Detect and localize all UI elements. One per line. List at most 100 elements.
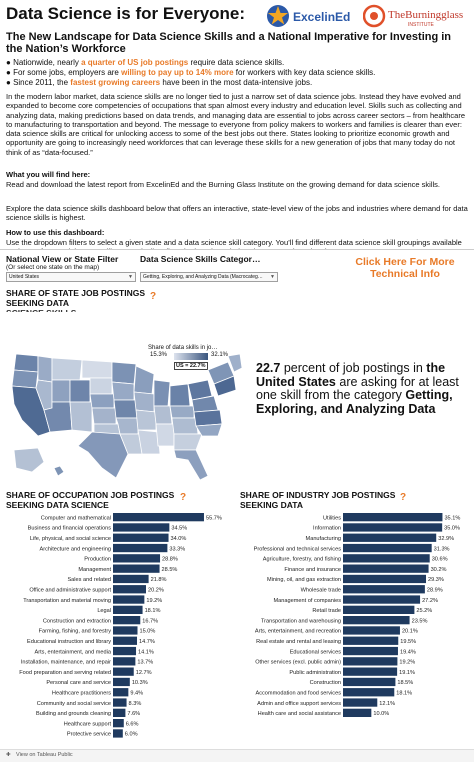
bar[interactable] (343, 698, 378, 707)
bar[interactable] (113, 523, 170, 532)
state-filter-select[interactable]: United States ▼ (6, 272, 136, 282)
map-help-icon[interactable]: ? (150, 291, 157, 302)
page-subtitle: The New Landscape for Data Science Skill… (6, 31, 452, 55)
bar[interactable] (343, 636, 399, 645)
value-label: 19.1% (399, 670, 415, 676)
value-label: 14.7% (139, 639, 155, 645)
explore-text: Explore the data science skills dashboar… (6, 204, 468, 223)
bar[interactable] (343, 646, 398, 656)
bar[interactable] (343, 574, 427, 584)
occupation-help-icon[interactable]: ? (180, 492, 187, 503)
bar[interactable] (113, 729, 123, 738)
map-state (111, 381, 135, 401)
map-state (113, 399, 139, 419)
category-label: Wholesale trade (301, 588, 341, 594)
category-label: Office and administrative support (29, 588, 111, 594)
burning-glass-logo[interactable]: TheBurningglass INSTITUTE (363, 3, 471, 29)
map-state (69, 379, 91, 403)
map-state (11, 369, 39, 389)
excelined-logo[interactable]: ExcelinEd (266, 3, 360, 29)
value-label: 23.5% (412, 618, 428, 624)
bar[interactable] (343, 667, 398, 676)
bar[interactable] (113, 646, 137, 656)
us-choropleth-map[interactable] (8, 350, 246, 485)
category-label: Installation, maintenance, and repair (21, 660, 111, 666)
bar[interactable] (113, 667, 134, 676)
value-label: 28.8% (162, 557, 178, 563)
map-state (169, 405, 195, 419)
value-label: 14.1% (138, 649, 154, 655)
bar[interactable] (113, 636, 138, 645)
map-state (81, 359, 113, 379)
bar[interactable] (343, 626, 400, 635)
bar[interactable] (113, 688, 129, 697)
map-title-cut: SCIENCE SKILLS (6, 308, 76, 312)
filter-subtitle: (Or select one state on the map) (6, 264, 100, 271)
map-state (13, 353, 39, 373)
value-label: 7.6% (127, 711, 140, 717)
bar[interactable] (343, 554, 430, 563)
category-label: Retail trade (312, 608, 341, 614)
bar[interactable] (343, 616, 410, 625)
bar[interactable] (113, 513, 204, 522)
value-label: 27.2% (422, 598, 438, 604)
value-label: 35.0% (444, 526, 460, 532)
bar[interactable] (113, 657, 136, 666)
stat-place: the United States (256, 361, 446, 389)
bar[interactable] (113, 605, 143, 614)
map-state (133, 365, 155, 395)
value-label: 12.7% (136, 670, 152, 676)
bar[interactable] (343, 677, 396, 687)
value-label: 30.2% (431, 567, 447, 573)
bar[interactable] (113, 616, 141, 625)
bar[interactable] (343, 513, 443, 522)
find-text: Read and download the latest report from… (6, 180, 440, 189)
bar[interactable] (113, 533, 169, 542)
bar[interactable] (343, 533, 437, 542)
view-on-tableau-link[interactable]: View on Tableau Public (16, 752, 73, 758)
bar[interactable] (113, 677, 130, 687)
bar[interactable] (113, 626, 138, 635)
bar[interactable] (113, 708, 126, 717)
bar[interactable] (113, 585, 146, 594)
industry-help-icon[interactable]: ? (400, 492, 407, 503)
industry-bar-chart: Utilities 35.1% Information 35.0% Manufactur… (254, 513, 460, 717)
bar[interactable] (113, 698, 127, 707)
bar[interactable] (113, 595, 145, 604)
bar[interactable] (113, 719, 124, 728)
howto-heading: How to use this dashboard: (6, 228, 105, 237)
category-label: Healthcare practitioners (52, 691, 111, 697)
bar[interactable] (113, 564, 160, 573)
category-filter-select[interactable]: Getting, Exploring, and Analyzing Data (… (140, 272, 278, 282)
category-filter-value: Getting, Exploring, and Analyzing Data (… (143, 274, 263, 280)
bar[interactable] (343, 543, 432, 553)
bar[interactable] (343, 657, 398, 666)
value-label: 18.1% (396, 691, 412, 697)
map-state (89, 393, 115, 409)
map-state (171, 417, 199, 435)
bar[interactable] (113, 574, 149, 584)
bar[interactable] (343, 523, 443, 532)
map-state (227, 353, 243, 373)
industry-chart-title: SHARE OF INDUSTRY JOB POSTINGS SEEKING D… (240, 490, 396, 510)
category-label: Health care and social assistance (258, 711, 341, 717)
category-label: Construction and extraction (43, 618, 111, 624)
map-state (133, 391, 155, 413)
category-label: Information (313, 526, 341, 532)
bar[interactable] (343, 564, 429, 573)
bar[interactable] (343, 708, 372, 717)
category-label: Public administration (289, 670, 341, 676)
bar[interactable] (343, 585, 425, 594)
bar[interactable] (113, 543, 168, 553)
technical-info-link[interactable]: Click Here For More Technical Info (355, 256, 455, 280)
howto-text: Use the dropdown filters to select a giv… (6, 238, 462, 249)
map-state (153, 405, 173, 425)
category-label: Building and grounds cleaning (36, 711, 111, 717)
bar[interactable] (343, 688, 395, 697)
bar[interactable] (343, 595, 421, 604)
category-label: Transportation and warehousing (261, 618, 341, 624)
bar[interactable] (343, 605, 415, 614)
bar[interactable] (113, 554, 161, 563)
chevron-down-icon: ▼ (270, 274, 275, 280)
map-title: SHARE OF STATE JOB POSTINGS SEEKING DATA (6, 288, 146, 308)
